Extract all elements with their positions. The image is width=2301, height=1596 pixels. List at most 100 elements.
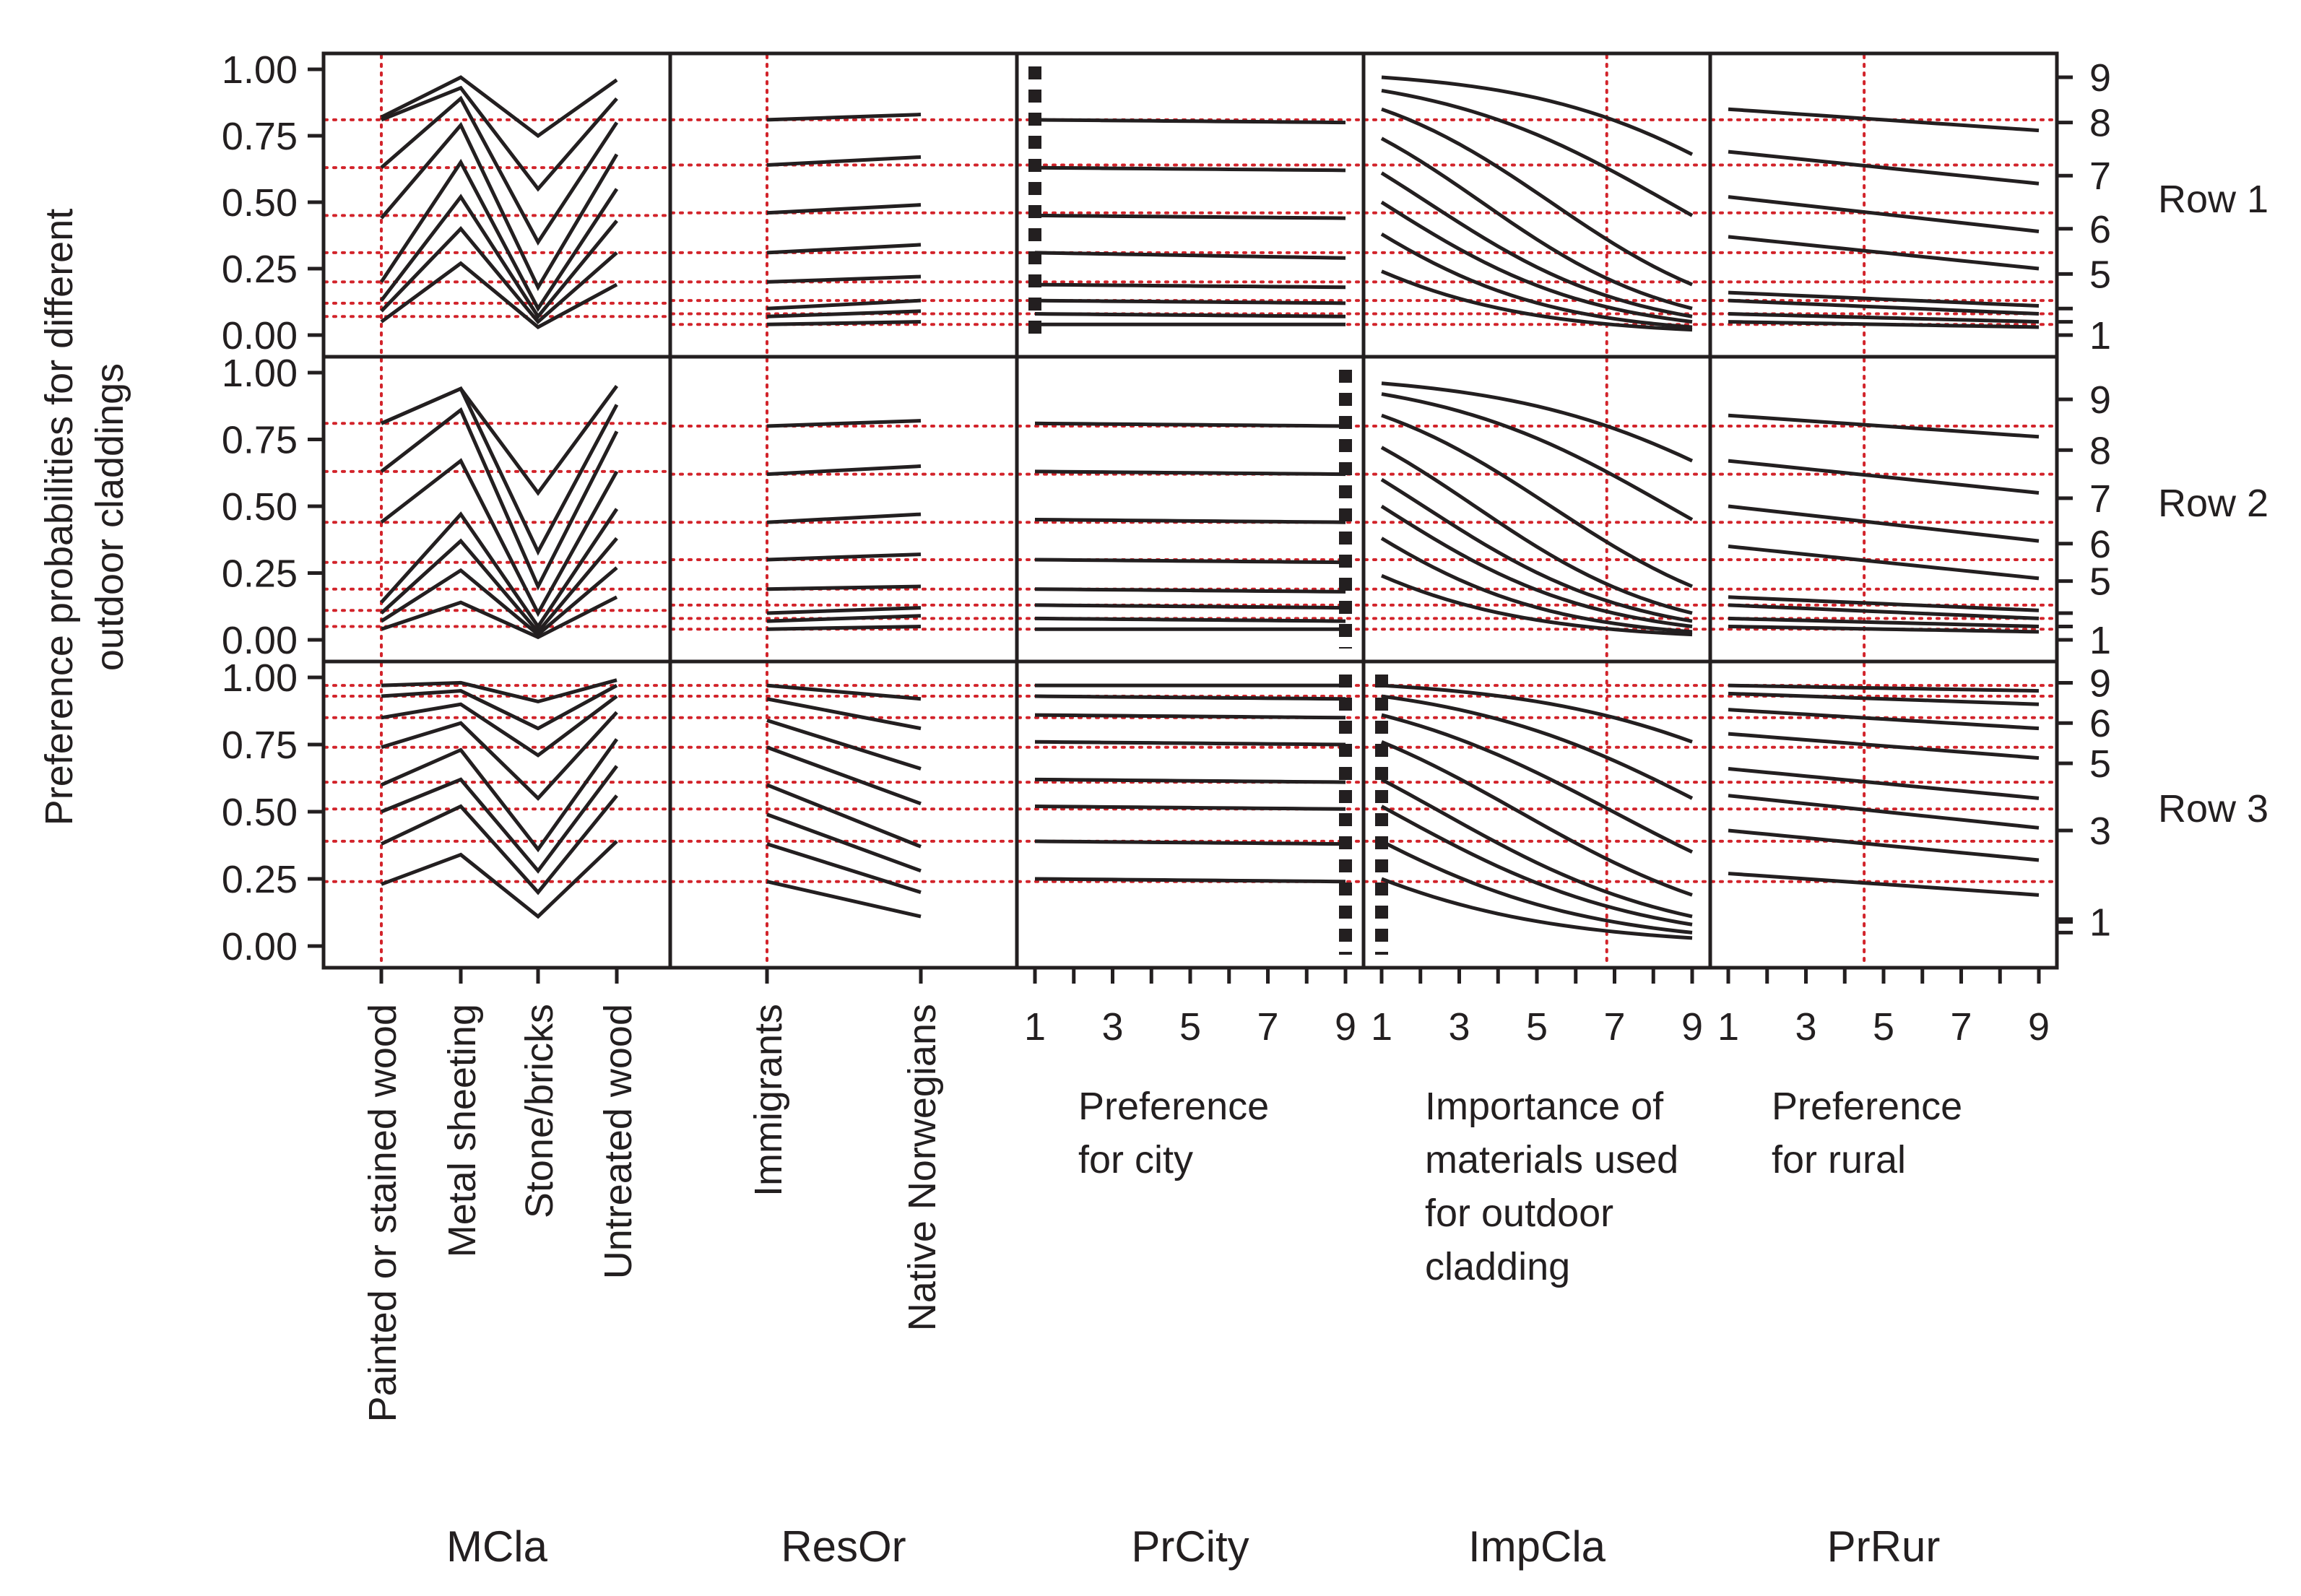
y-tick-label: 0.75 bbox=[222, 724, 298, 767]
right-tick-label: 1 bbox=[2089, 619, 2111, 662]
right-tick-label: 5 bbox=[2089, 742, 2111, 786]
y-tick-label: 0.50 bbox=[222, 791, 298, 834]
series-line bbox=[766, 512, 922, 524]
series-line bbox=[1034, 804, 1346, 811]
right-tick-label: 1 bbox=[2089, 901, 2111, 945]
series-line bbox=[766, 320, 922, 326]
panel-title-line: Preference bbox=[1772, 1085, 1962, 1128]
series-line bbox=[766, 298, 922, 311]
series-line bbox=[1034, 312, 1346, 318]
variable-label: PrRur bbox=[1827, 1522, 1941, 1571]
series-line bbox=[766, 552, 922, 562]
series-line bbox=[1381, 392, 1694, 521]
series-line bbox=[1728, 298, 2040, 316]
panel-title-line: for rural bbox=[1772, 1138, 1906, 1181]
row-label: Row 2 bbox=[2158, 482, 2268, 525]
series-line bbox=[381, 85, 618, 192]
series-line bbox=[1728, 691, 2040, 706]
series-line bbox=[766, 243, 922, 255]
right-tick-label: 8 bbox=[2089, 429, 2111, 472]
series-line bbox=[1381, 694, 1694, 800]
y-tick-label: 0.75 bbox=[222, 419, 298, 462]
series-line bbox=[381, 711, 618, 801]
series-line bbox=[1381, 573, 1693, 637]
series-line bbox=[1728, 235, 2040, 271]
x-tick-label: 3 bbox=[1101, 1005, 1123, 1049]
y-tick-label: 0.00 bbox=[222, 619, 298, 662]
y-tick-label: 0.75 bbox=[222, 115, 298, 158]
series-line bbox=[1034, 469, 1346, 477]
series-line bbox=[1728, 603, 2040, 620]
variable-label: ImpCla bbox=[1468, 1522, 1606, 1571]
series-line bbox=[1728, 504, 2040, 543]
series-line bbox=[381, 595, 618, 640]
series-line bbox=[1381, 381, 1694, 463]
series-line bbox=[1034, 213, 1346, 220]
x-tick-label: 3 bbox=[1448, 1005, 1470, 1049]
row-label: Row 1 bbox=[2158, 178, 2268, 221]
y-axis-title-line-2: outdoor claddings bbox=[88, 363, 131, 671]
y-tick-label: 1.00 bbox=[222, 352, 298, 395]
series-line bbox=[381, 695, 618, 758]
variable-label: PrCity bbox=[1131, 1522, 1249, 1571]
series-line bbox=[1381, 75, 1694, 156]
series-line bbox=[1034, 877, 1346, 884]
series-line bbox=[380, 385, 619, 496]
series-line bbox=[1380, 446, 1693, 615]
series-line bbox=[1034, 518, 1346, 524]
x-tick-label: 1 bbox=[1024, 1005, 1046, 1049]
series-line bbox=[380, 794, 618, 895]
series-line bbox=[381, 683, 618, 731]
series-line bbox=[766, 880, 922, 919]
series-line bbox=[381, 840, 618, 919]
variable-label: ResOr bbox=[781, 1522, 906, 1571]
right-tick-label: 5 bbox=[2089, 560, 2111, 604]
series-line bbox=[1728, 828, 2040, 862]
plot-area: 1.000.750.500.250.001.000.750.500.250.00… bbox=[222, 48, 2268, 1571]
series-line bbox=[1034, 777, 1346, 784]
row-frame bbox=[321, 659, 2059, 970]
series-line bbox=[766, 203, 922, 215]
series-line bbox=[1034, 740, 1346, 747]
panel-title-line: materials used bbox=[1425, 1138, 1678, 1181]
series-line bbox=[381, 765, 618, 874]
series-line bbox=[1034, 603, 1346, 610]
series-line bbox=[1034, 298, 1346, 305]
series-line bbox=[1728, 595, 2040, 612]
x-tick-label: 5 bbox=[1526, 1005, 1548, 1049]
right-tick-label: 7 bbox=[2089, 477, 2111, 521]
series-line bbox=[766, 606, 922, 615]
y-tick-label: 0.25 bbox=[222, 248, 298, 291]
series-line bbox=[766, 683, 922, 701]
right-tick-label: 6 bbox=[2089, 208, 2111, 251]
y-tick-label: 0.50 bbox=[222, 485, 298, 529]
right-tick-label: 9 bbox=[2089, 56, 2111, 100]
series-line bbox=[1380, 233, 1693, 329]
series-line bbox=[766, 745, 922, 806]
series-line bbox=[1034, 165, 1346, 173]
x-tick-label: Stone/bricks bbox=[518, 1004, 561, 1218]
y-tick-label: 1.00 bbox=[222, 656, 298, 700]
series-line bbox=[379, 158, 619, 313]
series-line bbox=[1728, 872, 2040, 897]
right-tick-label: 6 bbox=[2089, 523, 2111, 566]
series-line bbox=[1380, 839, 1693, 934]
series-line bbox=[1380, 537, 1693, 634]
x-tick-label: 7 bbox=[1603, 1005, 1625, 1049]
series-line bbox=[1728, 107, 2040, 133]
series-line bbox=[1728, 545, 2040, 581]
x-tick-label: 9 bbox=[2028, 1005, 2050, 1049]
series-line bbox=[766, 614, 922, 623]
series-line bbox=[380, 95, 619, 246]
series-line bbox=[1728, 625, 2040, 634]
series-line bbox=[1034, 694, 1346, 701]
y-tick-label: 0.00 bbox=[222, 925, 298, 968]
series-line bbox=[766, 113, 922, 122]
series-line bbox=[1380, 136, 1693, 311]
right-tick-label: 1 bbox=[2089, 314, 2111, 357]
series-line bbox=[1380, 200, 1693, 324]
series-line bbox=[1034, 713, 1346, 720]
series-line bbox=[381, 678, 618, 704]
series-line bbox=[1034, 118, 1346, 125]
